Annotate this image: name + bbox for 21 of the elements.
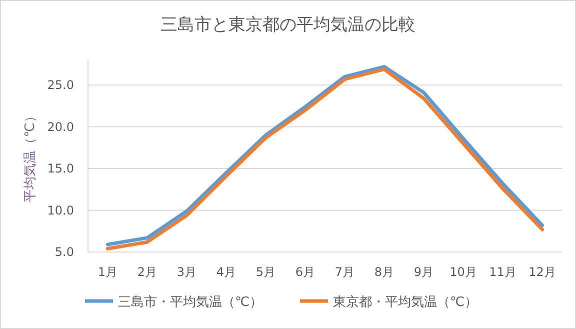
y-tick-label: 20.0 — [47, 120, 74, 134]
y-axis-title: 平均気温（℃） — [23, 110, 38, 202]
x-tick-label: 5月 — [256, 265, 276, 279]
x-tick-label: 7月 — [334, 265, 355, 279]
x-tick-label: 1月 — [98, 265, 118, 279]
x-tick-label: 3月 — [176, 265, 197, 279]
x-tick-label: 11月 — [489, 265, 516, 279]
y-tick-label: 5.0 — [54, 245, 74, 259]
x-tick-label: 8月 — [374, 265, 394, 279]
y-tick-label: 15.0 — [47, 162, 74, 176]
x-tick-label: 9月 — [414, 265, 434, 279]
legend-label: 東京都・平均気温（℃） — [333, 295, 478, 310]
x-tick-label: 6月 — [295, 265, 316, 279]
y-tick-label: 25.0 — [47, 78, 74, 92]
x-tick-label: 12月 — [528, 265, 556, 279]
chart-title: 三島市と東京都の平均気温の比較 — [160, 15, 416, 35]
y-tick-label: 10.0 — [47, 203, 74, 218]
legend-label: 三島市・平均気温（℃） — [118, 295, 263, 310]
x-tick-label: 2月 — [137, 265, 158, 279]
x-tick-label: 10月 — [450, 265, 477, 279]
x-tick-label: 4月 — [216, 265, 236, 279]
